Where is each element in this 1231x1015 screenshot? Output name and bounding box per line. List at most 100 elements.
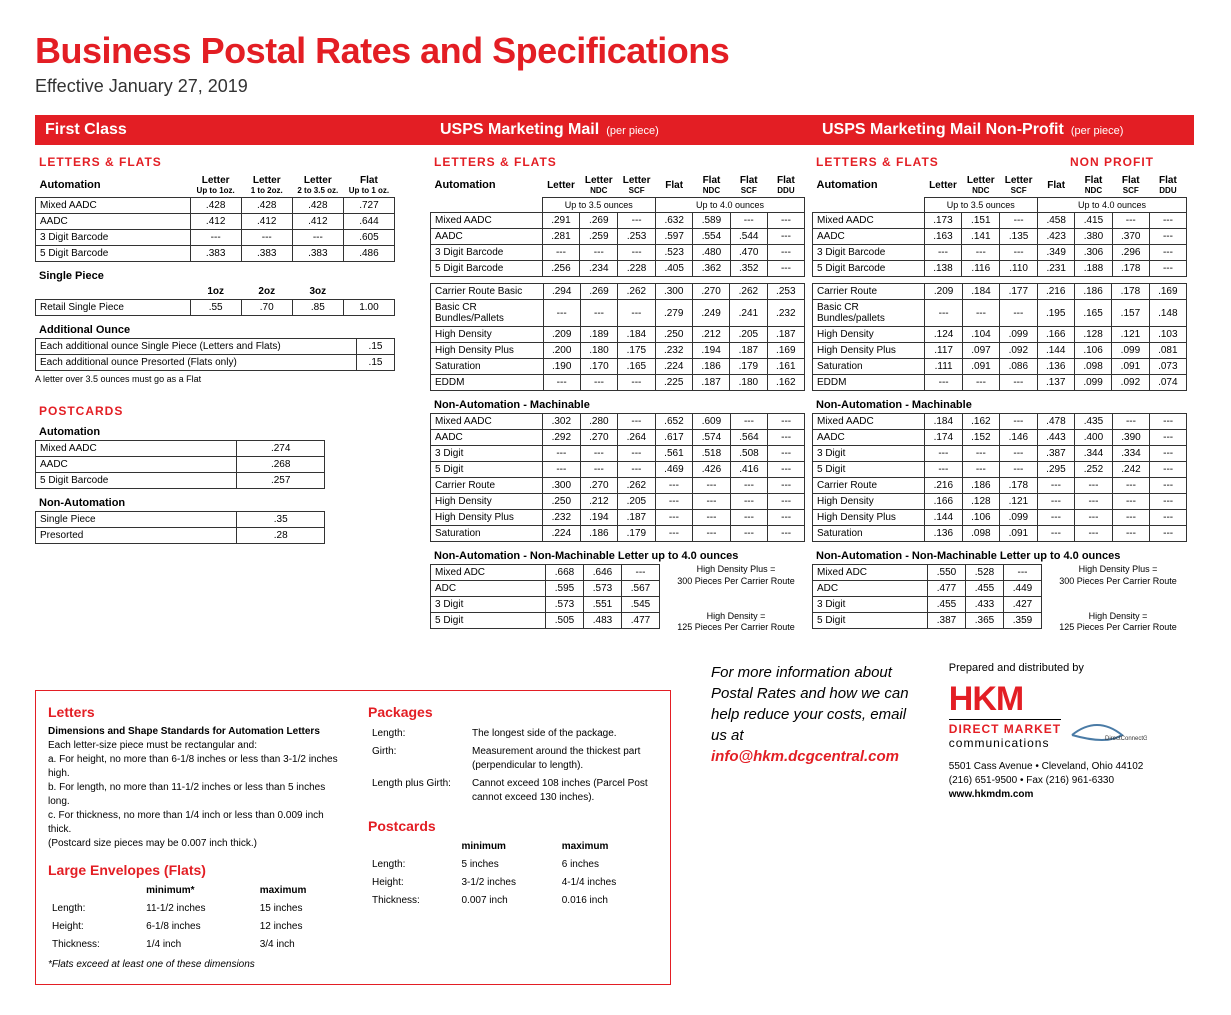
flats-table: minimum*maximumLength:11-1/2 inches15 in… xyxy=(48,882,348,954)
cell: .609 xyxy=(693,414,731,430)
cell: --- xyxy=(767,213,804,229)
cell: --- xyxy=(618,213,656,229)
mkt-auto-table: AutomationLetterLetterNDCLetterSCFFlatFl… xyxy=(430,173,805,277)
page: Business Postal Rates and Specifications… xyxy=(0,0,1231,1015)
cell: 5 Digit Barcode xyxy=(813,261,925,277)
cell: --- xyxy=(693,478,731,494)
cell: Mixed AADC xyxy=(36,198,191,214)
cell: .478 xyxy=(1037,414,1075,430)
cell: --- xyxy=(1150,414,1187,430)
cell: .269 xyxy=(580,284,617,300)
cell: --- xyxy=(543,446,581,462)
cell: .165 xyxy=(618,359,655,375)
cell: Each additional ounce Single Piece (Lett… xyxy=(36,339,357,355)
cell: --- xyxy=(1112,478,1150,494)
cell: .270 xyxy=(580,430,618,446)
cell: --- xyxy=(1150,478,1187,494)
cell: Mixed AADC xyxy=(36,441,237,457)
cell: --- xyxy=(1112,526,1150,542)
cell: .567 xyxy=(622,581,660,597)
cell: .232 xyxy=(543,510,581,526)
cell: AADC xyxy=(36,457,237,473)
cell: --- xyxy=(1075,510,1113,526)
cell: .279 xyxy=(655,300,692,327)
cell: .074 xyxy=(1149,375,1186,391)
cell: .415 xyxy=(1075,213,1112,229)
cell: High Density xyxy=(813,327,925,343)
cell: --- xyxy=(767,229,804,245)
cell: .117 xyxy=(925,343,962,359)
cell: --- xyxy=(1112,510,1150,526)
cell: --- xyxy=(730,526,768,542)
cell: Mixed ADC xyxy=(813,565,928,581)
cell: .383 xyxy=(241,246,292,262)
np-letters-flats: LETTERS & FLATS xyxy=(816,155,939,169)
cell: Presorted xyxy=(36,528,237,544)
cell: --- xyxy=(1037,494,1075,510)
cell: .455 xyxy=(928,597,966,613)
cell: .250 xyxy=(655,327,692,343)
cell: .296 xyxy=(1112,245,1149,261)
cell: .186 xyxy=(962,478,1000,494)
cell: --- xyxy=(925,462,963,478)
cell: .262 xyxy=(730,284,767,300)
cell: .256 xyxy=(542,261,580,277)
cell: .291 xyxy=(542,213,580,229)
cell: .098 xyxy=(962,526,1000,542)
cell: --- xyxy=(730,510,768,526)
cell: .178 xyxy=(1112,261,1149,277)
company-info: Prepared and distributed by HKM DIRECT M… xyxy=(949,662,1196,985)
cell: .292 xyxy=(543,430,581,446)
cell: .224 xyxy=(543,526,581,542)
mkt-sidenote: High Density Plus =300 Pieces Per Carrie… xyxy=(666,564,806,634)
cell: .458 xyxy=(1038,213,1075,229)
cell: .097 xyxy=(962,343,999,359)
cell: .274 xyxy=(237,441,325,457)
letters-specs: Letters Dimensions and Shape Standards f… xyxy=(48,703,348,972)
cell: .209 xyxy=(925,284,962,300)
cell: --- xyxy=(1075,478,1113,494)
cell: .15 xyxy=(357,355,395,371)
cell: .427 xyxy=(1004,597,1042,613)
cell: .349 xyxy=(1038,245,1075,261)
cell: 5 Digit xyxy=(813,613,928,629)
cell: --- xyxy=(693,526,731,542)
cell: .212 xyxy=(692,327,729,343)
cell: 3 Digit xyxy=(431,597,546,613)
cell: .70 xyxy=(241,300,292,316)
cell: .187 xyxy=(767,327,804,343)
cell: .423 xyxy=(1038,229,1075,245)
cell: .175 xyxy=(618,343,655,359)
cell: .443 xyxy=(1037,430,1075,446)
cell: .480 xyxy=(693,245,730,261)
cell: .455 xyxy=(966,581,1004,597)
cell: High Density Plus xyxy=(431,510,543,526)
cell: .405 xyxy=(656,261,693,277)
cell: .232 xyxy=(767,300,804,327)
cell: .189 xyxy=(580,327,617,343)
cell: --- xyxy=(1000,375,1037,391)
cell: .505 xyxy=(546,613,584,629)
cell: 5 Digit Barcode xyxy=(431,261,543,277)
cell: --- xyxy=(1150,526,1187,542)
cell: .652 xyxy=(655,414,693,430)
cell: .595 xyxy=(546,581,584,597)
cell: --- xyxy=(580,245,618,261)
cell: --- xyxy=(1075,494,1113,510)
cell: .186 xyxy=(1074,284,1111,300)
cell: .523 xyxy=(656,245,693,261)
cell: .169 xyxy=(1149,284,1186,300)
cell: --- xyxy=(925,446,963,462)
cell: .15 xyxy=(357,339,395,355)
cell: --- xyxy=(1112,494,1150,510)
cell: .148 xyxy=(1149,300,1186,327)
cell: Mixed AADC xyxy=(431,414,543,430)
cell: --- xyxy=(241,230,292,246)
np-sidenote: High Density Plus =300 Pieces Per Carrie… xyxy=(1048,564,1188,634)
cell: --- xyxy=(1000,213,1038,229)
cell: .483 xyxy=(584,613,622,629)
cell: .091 xyxy=(962,359,999,375)
cell: .179 xyxy=(730,359,767,375)
addl-ounce-title: Additional Ounce xyxy=(39,324,430,336)
np-nam-table: Mixed AADC.184.162---.478.435------AADC.… xyxy=(812,413,1187,542)
